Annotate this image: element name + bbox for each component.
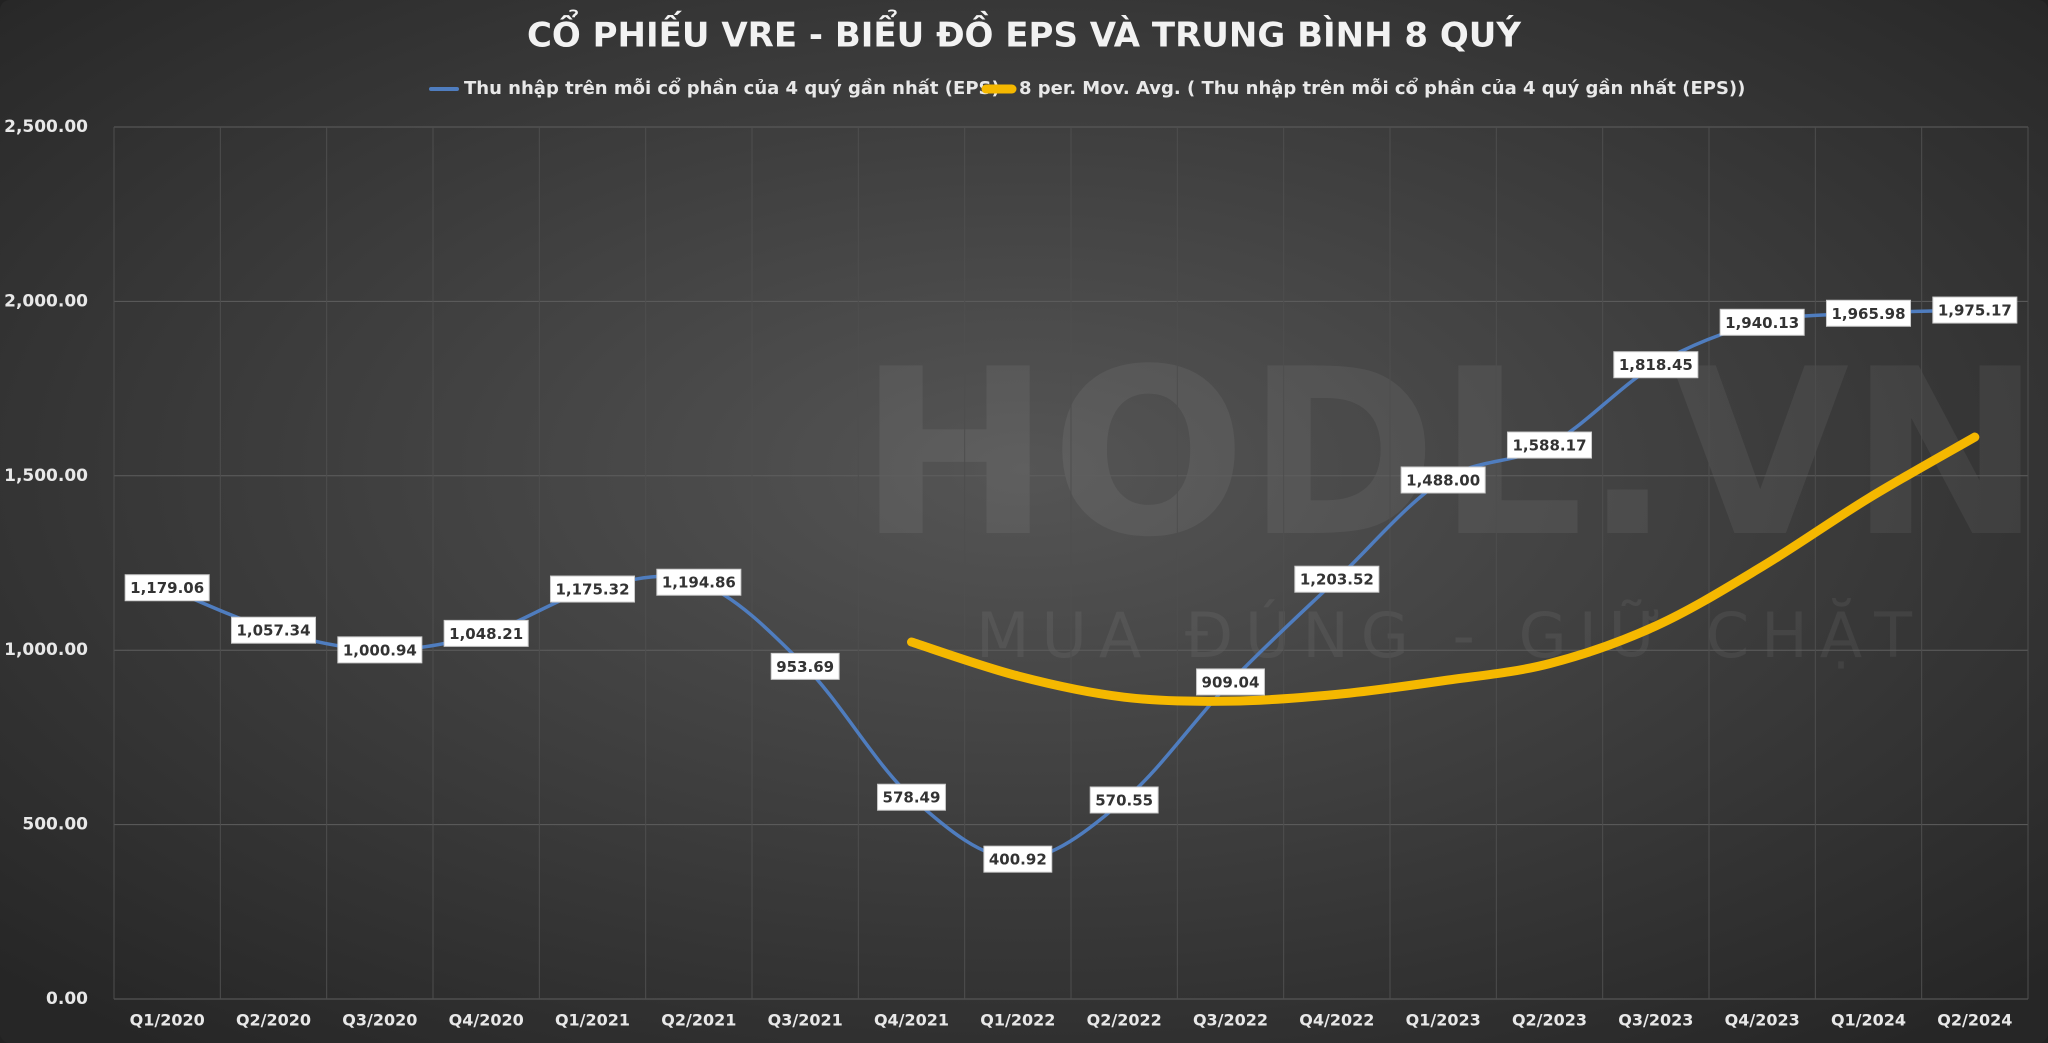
data-label-box bbox=[1506, 431, 1593, 459]
data-label: 1,588.17 bbox=[1512, 437, 1586, 455]
watermark: MUA ĐÚNG - GIỮ CHẶT bbox=[976, 597, 1924, 672]
data-label: 1,057.34 bbox=[236, 622, 310, 640]
data-label-box bbox=[549, 575, 636, 603]
data-label-box bbox=[1196, 668, 1265, 696]
y-tick-label: 1,500.00 bbox=[4, 466, 88, 486]
x-tick-label: Q2/2020 bbox=[236, 1011, 311, 1030]
data-label-box bbox=[983, 845, 1053, 873]
data-label-box bbox=[1932, 296, 2018, 324]
data-label: 570.55 bbox=[1095, 791, 1153, 809]
chart-title: CỔ PHIẾU VRE - BIỂU ĐỒ EPS VÀ TRUNG BÌNH… bbox=[527, 9, 1521, 56]
x-tick-label: Q1/2022 bbox=[980, 1011, 1055, 1030]
data-label: 1,975.17 bbox=[1938, 302, 2012, 320]
x-tick-label: Q4/2020 bbox=[449, 1011, 524, 1030]
series-line bbox=[907, 432, 1980, 706]
data-label: 1,488.00 bbox=[1406, 471, 1480, 489]
x-tick-label: Q4/2022 bbox=[1299, 1011, 1374, 1030]
data-label: 578.49 bbox=[883, 789, 941, 807]
data-label-box bbox=[124, 574, 210, 602]
x-tick-label: Q1/2024 bbox=[1831, 1011, 1906, 1030]
data-label: 400.92 bbox=[989, 851, 1047, 869]
x-tick-label: Q3/2021 bbox=[768, 1011, 843, 1030]
x-tick-label: Q1/2023 bbox=[1406, 1011, 1481, 1030]
data-label: 1,940.13 bbox=[1725, 314, 1799, 332]
x-tick-label: Q1/2020 bbox=[130, 1011, 205, 1030]
data-label-box bbox=[770, 652, 840, 680]
data-label: 1,175.32 bbox=[555, 581, 629, 599]
legend-label: Thu nhập trên mỗi cổ phần của 4 quý gần … bbox=[464, 77, 1000, 99]
data-label-box bbox=[230, 616, 317, 644]
x-tick-label: Q3/2020 bbox=[342, 1011, 417, 1030]
data-label-box bbox=[443, 619, 529, 647]
data-label-box bbox=[1089, 786, 1159, 814]
data-label: 1,965.98 bbox=[1831, 305, 1905, 323]
data-label-box bbox=[1719, 308, 1805, 336]
y-tick-label: 2,000.00 bbox=[4, 291, 88, 311]
data-label: 1,179.06 bbox=[130, 579, 204, 597]
x-tick-label: Q3/2022 bbox=[1193, 1011, 1268, 1030]
data-label: 1,203.52 bbox=[1300, 571, 1374, 589]
data-label: 909.04 bbox=[1202, 673, 1260, 691]
legend-label: 8 per. Mov. Avg. ( Thu nhập trên mỗi cổ … bbox=[1019, 77, 1745, 99]
x-tick-label: Q1/2021 bbox=[555, 1011, 630, 1030]
data-label: 1,818.45 bbox=[1619, 356, 1693, 374]
x-tick-label: Q2/2021 bbox=[661, 1011, 736, 1030]
x-tick-label: Q2/2023 bbox=[1512, 1011, 1587, 1030]
x-tick-label: Q2/2022 bbox=[1087, 1011, 1162, 1030]
data-label-box bbox=[1294, 565, 1380, 593]
data-label-box bbox=[656, 568, 742, 596]
data-label: 1,048.21 bbox=[449, 625, 523, 643]
x-tick-label: Q2/2024 bbox=[1937, 1011, 2012, 1030]
data-label-box bbox=[337, 636, 423, 664]
data-label: 953.69 bbox=[776, 658, 834, 676]
data-label-box bbox=[877, 783, 946, 811]
x-tick-label: Q4/2023 bbox=[1725, 1011, 1800, 1030]
watermark: HODL.VN bbox=[858, 321, 2041, 588]
data-label-box bbox=[1400, 466, 1486, 494]
data-label: 1,000.94 bbox=[343, 641, 417, 659]
y-tick-label: 0.00 bbox=[46, 989, 88, 1009]
x-tick-label: Q4/2021 bbox=[874, 1011, 949, 1030]
x-tick-label: Q3/2023 bbox=[1618, 1011, 1693, 1030]
y-tick-label: 2,500.00 bbox=[4, 117, 88, 137]
y-tick-label: 1,000.00 bbox=[4, 640, 88, 660]
data-label-box bbox=[1613, 351, 1699, 379]
y-tick-label: 500.00 bbox=[22, 815, 88, 835]
data-label-box bbox=[1825, 299, 1912, 327]
data-label: 1,194.86 bbox=[662, 574, 736, 592]
